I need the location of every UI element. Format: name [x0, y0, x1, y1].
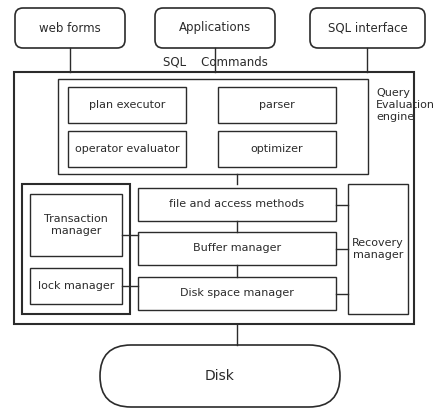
Text: file and access methods: file and access methods — [169, 200, 304, 210]
Text: optimizer: optimizer — [250, 144, 303, 154]
Text: Applications: Applications — [178, 21, 251, 34]
Text: Recovery
manager: Recovery manager — [351, 238, 403, 260]
Text: SQL interface: SQL interface — [327, 21, 406, 34]
Bar — [218, 87, 335, 123]
Bar — [138, 188, 335, 221]
Bar — [30, 194, 122, 256]
Bar — [22, 184, 130, 314]
FancyBboxPatch shape — [309, 8, 424, 48]
Text: Buffer manager: Buffer manager — [192, 244, 280, 254]
Text: Disk space manager: Disk space manager — [180, 289, 293, 299]
Bar — [58, 79, 367, 174]
Bar — [68, 87, 186, 123]
Bar — [138, 232, 335, 265]
Text: lock manager: lock manager — [38, 281, 114, 291]
Text: Query
Evaluation
engine: Query Evaluation engine — [375, 88, 434, 122]
Text: operator evaluator: operator evaluator — [74, 144, 179, 154]
Text: Disk: Disk — [205, 369, 234, 383]
Text: Transaction
manager: Transaction manager — [44, 214, 108, 236]
FancyBboxPatch shape — [100, 345, 339, 407]
Text: web forms: web forms — [39, 21, 101, 34]
Text: parser: parser — [258, 100, 294, 110]
Bar — [138, 277, 335, 310]
Bar — [218, 131, 335, 167]
FancyBboxPatch shape — [155, 8, 274, 48]
Text: SQL    Commands: SQL Commands — [162, 55, 267, 68]
FancyBboxPatch shape — [15, 8, 125, 48]
Bar — [14, 72, 413, 324]
Bar — [347, 184, 407, 314]
Bar — [68, 131, 186, 167]
Text: plan executor: plan executor — [88, 100, 165, 110]
Bar — [30, 268, 122, 304]
